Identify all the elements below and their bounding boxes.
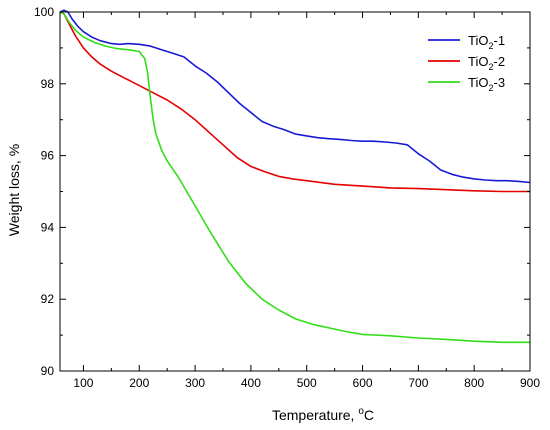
- x-axis-title-degree: o: [358, 406, 364, 417]
- x-tick-label: 400: [241, 376, 261, 390]
- y-tick-label: 92: [41, 292, 55, 306]
- y-axis-title: Weight loss, %: [6, 144, 22, 236]
- x-tick-label: 300: [185, 376, 205, 390]
- y-tick-label: 98: [41, 77, 55, 91]
- y-tick-label: 96: [41, 149, 55, 163]
- axes: 100 200 300 400 500 600 700 800 900 90 92 94 96 98 100: [34, 5, 540, 390]
- x-tick-label: 600: [353, 376, 373, 390]
- y-tick-label: 94: [41, 220, 55, 234]
- x-tick-label: 700: [408, 376, 428, 390]
- legend: TiO2-1 TiO2-2 TiO2-3: [428, 33, 505, 93]
- series-line-1: [59, 9, 531, 184]
- x-axis-title: Temperature, oC: [272, 406, 374, 423]
- x-tick-label: 500: [297, 376, 317, 390]
- x-tick-label: 900: [520, 376, 540, 390]
- legend-label-3: TiO2-3: [468, 75, 505, 93]
- legend-label-2: TiO2-2: [468, 54, 505, 72]
- plot-area: [59, 9, 531, 344]
- x-axis-title-unit: C: [364, 407, 374, 423]
- legend-label-1: TiO2-1: [468, 33, 505, 51]
- x-tick-label: 100: [73, 376, 93, 390]
- y-tick-label: 90: [41, 364, 55, 378]
- plot-frame: [59, 11, 531, 372]
- x-tick-label: 200: [129, 376, 149, 390]
- x-tick-label: 800: [464, 376, 484, 390]
- series-line-3: [59, 11, 530, 344]
- y-tick-label: 100: [34, 5, 54, 19]
- series-line-2: [59, 11, 530, 193]
- x-axis-title-main: Temperature,: [272, 407, 358, 423]
